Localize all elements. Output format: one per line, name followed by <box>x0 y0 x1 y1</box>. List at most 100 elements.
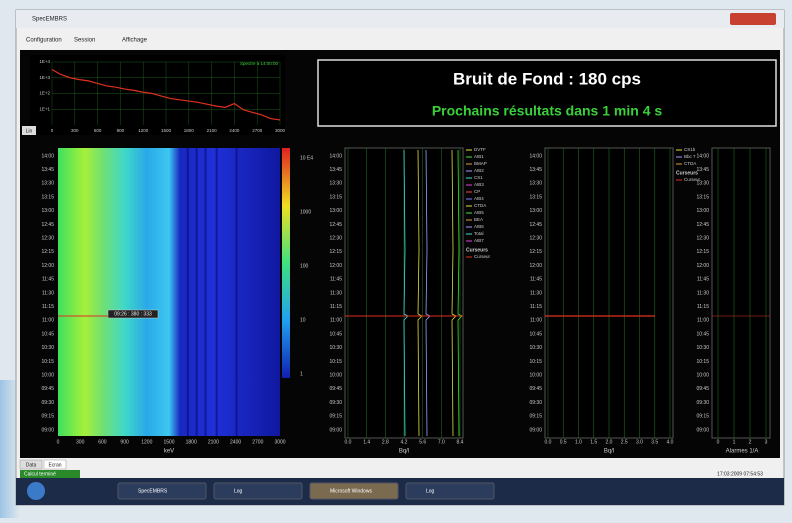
waterfall-time: 10:15 <box>41 359 54 365</box>
activity-time: 10:15 <box>329 359 342 365</box>
x-tick-label: 0 <box>57 439 60 445</box>
legend-entry: CTDA <box>474 203 486 208</box>
alarms-time: 12:00 <box>696 263 709 269</box>
alarms-time: 14:00 <box>696 153 709 159</box>
color-scale-label: 10 E4 <box>300 155 313 161</box>
x-tick-label: 2.8 <box>382 439 389 445</box>
activity2-time: 13:15 <box>529 194 542 200</box>
color-bar <box>282 148 290 378</box>
waterfall-time: 11:45 <box>42 277 54 283</box>
activity2-time: 12:00 <box>529 263 542 269</box>
legend-entry: DVTF <box>474 147 486 152</box>
x-tick-label: 1.4 <box>363 439 370 445</box>
activity2-time: 09:15 <box>529 414 542 420</box>
x-tick-label: 300 <box>71 128 79 133</box>
waterfall-time: 13:15 <box>41 194 54 200</box>
alarms-time: 11:30 <box>697 290 709 296</box>
x-tick-label: 1500 <box>163 439 174 445</box>
y-tick-label: 1E+3 <box>39 75 50 80</box>
x-axis-label: Bq/l <box>604 449 614 455</box>
scale-tab-label: Lin <box>26 128 33 134</box>
alarms-plot <box>712 148 770 438</box>
activity-time: 09:15 <box>329 414 342 420</box>
x-tick-label: 2400 <box>229 128 240 133</box>
x-tick-label: 2400 <box>230 439 241 445</box>
status-bar-text: Calcul terminé <box>24 471 56 477</box>
waterfall <box>58 148 280 436</box>
menu-item[interactable]: Affichage <box>122 38 148 44</box>
waterfall-time: 12:00 <box>41 263 54 269</box>
waterfall-time: 12:30 <box>41 236 54 242</box>
x-tick-label: 1200 <box>141 439 152 445</box>
activity-time: 12:45 <box>329 222 342 228</box>
color-scale-label: 1 <box>300 371 303 377</box>
alarms-time: 09:15 <box>696 414 709 420</box>
x-tick-label: 900 <box>117 128 125 133</box>
activity2-time: 10:00 <box>529 373 542 379</box>
alarms-time: 11:45 <box>697 277 709 283</box>
alarms-time: 11:00 <box>697 318 709 324</box>
activity2-time: 13:00 <box>529 208 542 214</box>
activity2-time: 09:45 <box>529 386 542 392</box>
activity-time: 11:45 <box>330 277 342 283</box>
legend-entry: AIB3 <box>474 182 484 187</box>
activity2-time: 10:45 <box>529 331 542 337</box>
menu-item[interactable]: Configuration <box>26 38 62 44</box>
taskbar-item-label[interactable]: Log <box>234 488 243 494</box>
activity-time: 10:45 <box>329 331 342 337</box>
legend-title: Curseurs <box>676 170 698 176</box>
taskbar-item-label[interactable]: Microsoft Windows <box>330 488 372 494</box>
x-tick-label: 1200 <box>138 128 149 133</box>
waterfall-stripe <box>236 148 238 436</box>
tab-label[interactable]: Ecran <box>48 462 61 468</box>
activity2-time: 10:15 <box>529 359 542 365</box>
x-tick-label: 0.5 <box>560 439 567 445</box>
activity2-time: 11:15 <box>530 304 542 310</box>
color-scale-label: 100 <box>300 263 309 269</box>
window-title: SpecEMBRS <box>32 17 67 23</box>
legend-entry: CS1 <box>474 175 483 180</box>
x-tick-label: 1 <box>733 439 736 445</box>
x-tick-label: 7.0 <box>438 439 445 445</box>
x-tick-label: 3 <box>765 439 768 445</box>
x-tick-label: 900 <box>120 439 129 445</box>
x-tick-label: 2100 <box>208 439 219 445</box>
x-tick-label: 3.5 <box>651 439 658 445</box>
start-button[interactable] <box>27 482 45 500</box>
activity-time: 09:30 <box>329 400 342 406</box>
activity2-time: 13:30 <box>529 181 542 187</box>
x-tick-label: 8.4 <box>457 439 464 445</box>
waterfall-time: 09:00 <box>41 427 54 433</box>
y-tick-label: 1E+1 <box>39 106 50 111</box>
taskbar-item[interactable] <box>214 483 302 499</box>
activity-time: 13:45 <box>329 167 342 173</box>
alarms-time: 09:00 <box>696 427 709 433</box>
activity-time: 10:30 <box>329 345 342 351</box>
alarms-time: 13:15 <box>696 194 709 200</box>
activity-time: 13:00 <box>329 208 342 214</box>
taskbar-item-label[interactable]: Log <box>426 488 435 494</box>
activity-time: 12:00 <box>329 263 342 269</box>
activity-time: 11:30 <box>330 290 342 296</box>
legend-entry: AIB6 <box>474 224 484 229</box>
spectrum-legend: Spectre à 14:00:00 <box>240 61 279 66</box>
activity2-time: 09:30 <box>529 400 542 406</box>
tab-label[interactable]: Data <box>26 462 37 468</box>
x-tick-label: 600 <box>94 128 102 133</box>
taskbar-item[interactable] <box>406 483 494 499</box>
x-tick-label: 1.5 <box>590 439 597 445</box>
alarms-time: 09:30 <box>696 400 709 406</box>
taskbar-item-label[interactable]: SpecEMBRS <box>138 488 168 494</box>
legend-entry: AIB4 <box>474 196 484 201</box>
x-axis-label: Alarmes 1/A <box>726 449 759 455</box>
activity-time: 13:30 <box>329 181 342 187</box>
window-controls[interactable] <box>730 13 776 25</box>
waterfall-time: 10:00 <box>41 373 54 379</box>
x-tick-label: 3000 <box>275 128 286 133</box>
menu-item[interactable]: Session <box>74 38 95 44</box>
x-tick-label: 4.0 <box>667 439 674 445</box>
color-scale-label: 1000 <box>300 209 311 215</box>
activity2-time: 13:45 <box>529 167 542 173</box>
legend-entry: BMAP <box>474 161 487 166</box>
waterfall-time: 10:30 <box>41 345 54 351</box>
